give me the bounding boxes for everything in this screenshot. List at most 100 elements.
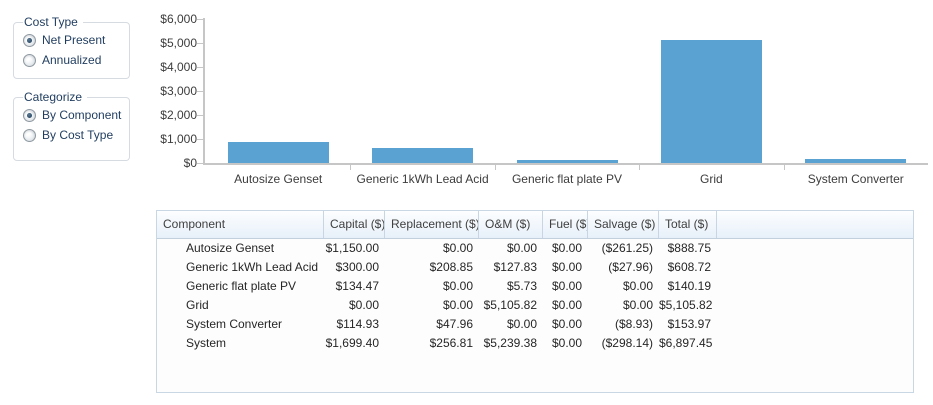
column-header-o-m-[interactable]: O&M ($) [479, 211, 543, 238]
component-cost-table: Component Capital ($) Replacement ($) O&M (… [156, 210, 914, 393]
table-header-row: Component Capital ($) Replacement ($) O&M (… [157, 211, 913, 239]
x-axis-tick-mark [350, 165, 352, 170]
bar-generic-flat-plate-pv [516, 159, 618, 163]
component-name-cell: Autosize Genset [186, 241, 275, 255]
cost-value-cell: $5,239.38 [483, 336, 537, 350]
column-header-capital-[interactable]: Capital ($) [324, 211, 385, 238]
y-axis-tick-label: $6,000 [160, 12, 197, 26]
cost-value-cell: $5.73 [506, 279, 537, 293]
cost-value-cell: $5,105.82 [483, 298, 537, 312]
column-header-fuel-[interactable]: Fuel ($) [543, 211, 588, 238]
categorize-group-label: Categorize [24, 90, 83, 104]
cost-value-cell: $0.00 [551, 298, 582, 312]
x-axis-category-label: Generic 1kWh Lead Acid [356, 172, 489, 186]
cost-value-cell: $140.19 [667, 279, 711, 293]
radio-by-component-label[interactable]: By Component [42, 108, 122, 122]
cost-bar-chart: $0 $1,000 $2,000 $3,000 $4,000 $5,000 $6,000 Au… [0, 0, 933, 200]
cost-value-cell: $0.00 [551, 241, 582, 255]
column-header-component[interactable]: Component [157, 211, 324, 238]
radio-button-icon[interactable] [23, 108, 36, 122]
y-axis-tick-mark [197, 91, 203, 92]
radio-button-icon[interactable] [23, 33, 36, 47]
y-axis-tick-mark [197, 19, 203, 20]
cost-value-cell: $0.00 [506, 317, 537, 331]
bar-generic-1kwh-lead-acid [372, 148, 474, 163]
y-axis-tick-mark [197, 115, 203, 116]
x-axis-tick-mark [783, 165, 785, 170]
cost-value-cell: $0.00 [551, 279, 582, 293]
cost-value-cell: $1,150.00 [325, 241, 379, 255]
component-name-cell: Grid [186, 298, 209, 312]
radio-net-present-label[interactable]: Net Present [42, 33, 106, 47]
x-axis-category-label: Generic flat plate PV [511, 172, 623, 186]
cost-value-cell: $300.00 [335, 260, 379, 274]
radio-by-component[interactable]: By Component [23, 105, 123, 125]
cost-value-cell: $5,105.82 [659, 298, 713, 312]
y-axis-tick-label: $0 [183, 156, 197, 170]
cost-value-cell: $114.93 [336, 317, 380, 331]
radio-net-present[interactable]: Net Present [23, 30, 123, 50]
component-name-cell: Generic flat plate PV [186, 279, 297, 293]
cost-value-cell: ($8.93) [614, 317, 653, 331]
cost-value-cell: $0.00 [442, 241, 473, 255]
cost-value-cell: $127.83 [493, 260, 537, 274]
component-name-cell: System [186, 336, 227, 350]
table-row[interactable]: System $1,699.40 $256.81 $5,239.38 $0.00 ($29… [157, 334, 913, 353]
cost-value-cell: ($27.96) [608, 260, 653, 274]
bar-grid [660, 40, 762, 163]
x-axis-category-label: Autosize Genset [234, 172, 323, 186]
x-axis-category-label: Grid [700, 172, 723, 186]
table-row[interactable]: System Converter $114.93 $47.96 $0.00 $0.00 (… [157, 315, 913, 334]
cost-value-cell: $1,699.40 [325, 336, 379, 350]
bar-system-converter [805, 159, 907, 163]
cost-value-cell: ($261.25) [601, 241, 653, 255]
cost-value-cell: $888.75 [667, 241, 711, 255]
radio-button-icon[interactable] [23, 128, 36, 142]
table-body: Autosize Genset $1,150.00 $0.00 $0.00 $0.00 (… [157, 239, 913, 353]
component-name-cell: Generic 1kWh Lead Acid [186, 260, 319, 274]
cost-value-cell: $0.00 [551, 260, 582, 274]
table-row[interactable]: Autosize Genset $1,150.00 $0.00 $0.00 $0.00 (… [157, 239, 913, 258]
cost-value-cell: $0.00 [622, 298, 653, 312]
y-axis-tick-label: $5,000 [160, 36, 197, 50]
cost-value-cell: $0.00 [442, 279, 473, 293]
column-header-salvage-[interactable]: Salvage ($) [588, 211, 659, 238]
y-axis-tick-label: $4,000 [160, 60, 197, 74]
cost-type-group: Cost Type Net Present Annualized [13, 15, 130, 79]
cost-value-cell: $47.96 [436, 317, 473, 331]
table-row[interactable]: Generic 1kWh Lead Acid $300.00 $208.85 $127… [157, 258, 913, 277]
y-axis-line [203, 18, 205, 163]
cost-value-cell: $256.81 [429, 336, 473, 350]
x-axis-tick-mark [639, 165, 641, 170]
y-axis-tick-mark [197, 67, 203, 68]
column-header-total-[interactable]: Total ($) [659, 211, 717, 238]
y-axis-tick-mark [197, 139, 203, 140]
cost-value-cell: $0.00 [551, 336, 582, 350]
radio-button-icon[interactable] [23, 53, 36, 67]
x-axis-category-label: System Converter [807, 172, 904, 186]
cost-value-cell: $153.97 [667, 317, 711, 331]
y-axis-tick-mark [197, 163, 203, 164]
cost-value-cell: $0.00 [622, 279, 653, 293]
cost-value-cell: $134.47 [335, 279, 379, 293]
radio-annualized[interactable]: Annualized [23, 50, 123, 70]
categorize-group: Categorize By Component By Cost Type [13, 90, 130, 161]
cost-value-cell: $0.00 [506, 241, 537, 255]
cost-value-cell: ($298.14) [601, 336, 653, 350]
table-row[interactable]: Grid $0.00 $0.00 $5,105.82 $0.00 $0.00 $5,105.… [157, 296, 913, 315]
cost-type-group-label: Cost Type [24, 15, 78, 29]
component-name-cell: System Converter [186, 317, 283, 331]
y-axis-tick-label: $2,000 [160, 108, 197, 122]
x-axis-tick-mark [494, 165, 496, 170]
radio-by-cost-type[interactable]: By Cost Type [23, 125, 123, 145]
cost-value-cell: $6,897.45 [659, 336, 713, 350]
y-axis-tick-label: $1,000 [160, 132, 197, 146]
radio-annualized-label[interactable]: Annualized [42, 53, 102, 67]
column-header-replacement-[interactable]: Replacement ($) [385, 211, 479, 238]
cost-value-cell: $208.85 [429, 260, 473, 274]
cost-value-cell: $608.72 [667, 260, 711, 274]
bar-autosize-genset [227, 141, 329, 163]
table-row[interactable]: Generic flat plate PV $134.47 $0.00 $5.73 $0… [157, 277, 913, 296]
radio-by-cost-type-label[interactable]: By Cost Type [42, 128, 114, 142]
